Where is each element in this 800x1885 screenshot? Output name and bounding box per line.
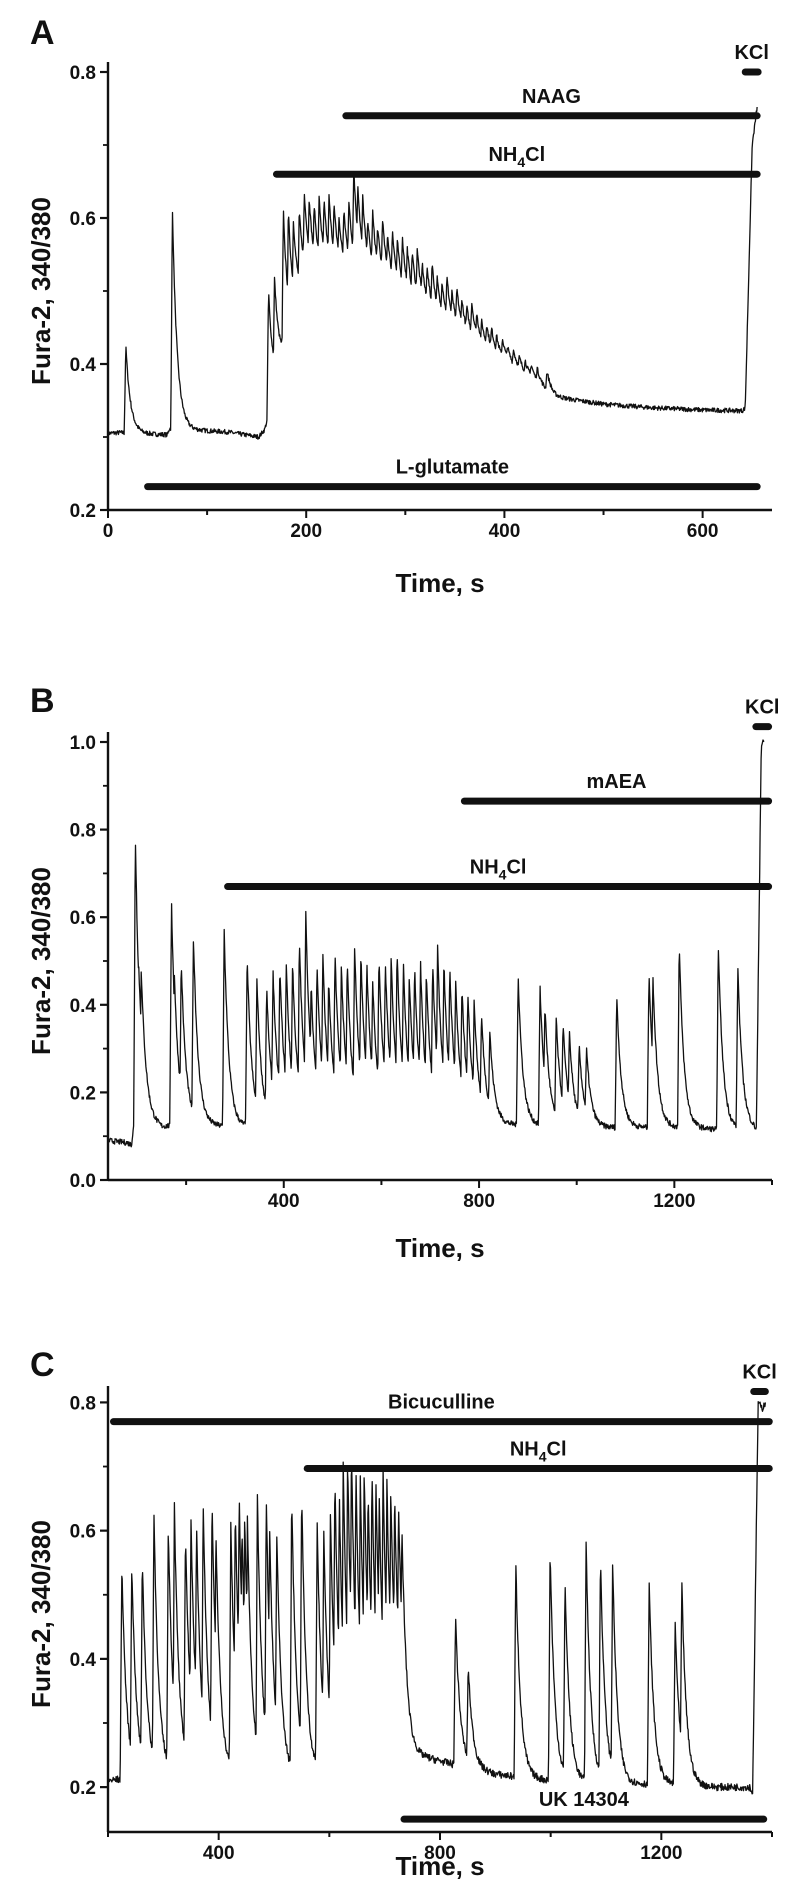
y-tick-label: 0.4 [70, 1650, 97, 1671]
panel-a: A 0.2 0.4 0.6 0.8 0 200 400 600 Time, s Fura-2, 34… [26, 14, 772, 598]
panel-letter: A [30, 14, 55, 52]
treatment-label: L-glutamate [396, 457, 509, 479]
x-tick-label: 400 [268, 1191, 300, 1212]
y-tick-label: 0.4 [70, 355, 97, 376]
y-tick-label: 1.0 [70, 733, 96, 754]
treatment-label: Bicuculline [388, 1392, 495, 1414]
x-tick-label: 400 [489, 521, 521, 542]
x-tick-label: 200 [290, 521, 322, 542]
panel-c: C 0.2 0.4 0.6 0.8 400 800 1200 Time, s Fura-2, 34… [26, 1346, 777, 1881]
x-tick-label: 0 [103, 521, 114, 542]
x-tick-label: 600 [687, 521, 719, 542]
x-tick-label: 800 [424, 1843, 456, 1864]
treatment-label: KCl [745, 697, 779, 719]
panel-letter: C [30, 1346, 55, 1384]
x-axis-title: Time, s [395, 568, 484, 598]
y-tick-label: 0.6 [70, 908, 96, 929]
x-tick-label: 1200 [653, 1191, 695, 1212]
treatment-label: NH4Cl [510, 1438, 567, 1464]
treatment-label: UK 14304 [539, 1789, 630, 1811]
y-tick-label: 0.6 [70, 1522, 96, 1543]
y-tick-label: 0.4 [70, 996, 97, 1017]
panel-letter: B [30, 682, 55, 720]
treatment-label: KCl [734, 42, 768, 64]
treatment-label: NH4Cl [470, 857, 527, 883]
y-tick-label: 0.6 [70, 209, 96, 230]
x-axis-title: Time, s [395, 1233, 484, 1263]
treatment-label: NH4Cl [488, 144, 545, 170]
y-tick-label: 0.8 [70, 63, 96, 84]
treatment-label: mAEA [586, 771, 646, 793]
x-tick-label: 800 [463, 1191, 495, 1212]
y-tick-label: 0.2 [70, 501, 96, 522]
y-axis-title: Fura-2, 340/380 [26, 197, 56, 385]
y-tick-label: 0.8 [70, 1393, 96, 1414]
y-tick-label: 0.2 [70, 1083, 96, 1104]
y-tick-label: 0.0 [70, 1171, 96, 1192]
y-axis-title: Fura-2, 340/380 [26, 1520, 56, 1708]
y-axis-title: Fura-2, 340/380 [26, 867, 56, 1055]
y-tick-label: 0.2 [70, 1778, 96, 1799]
treatment-label: KCl [742, 1362, 776, 1384]
y-tick-label: 0.8 [70, 821, 96, 842]
treatment-label: NAAG [522, 86, 581, 108]
x-tick-label: 1200 [640, 1843, 682, 1864]
fura2-trace [107, 739, 765, 1148]
x-tick-label: 400 [203, 1843, 235, 1864]
x-axis-title: Time, s [395, 1851, 484, 1881]
fura2-trace [107, 1401, 767, 1795]
fura2-trace [107, 106, 758, 440]
panel-b: B 0.0 0.2 0.4 0.6 0.8 1.0 400 800 1200 Time, s Fura… [26, 682, 779, 1263]
